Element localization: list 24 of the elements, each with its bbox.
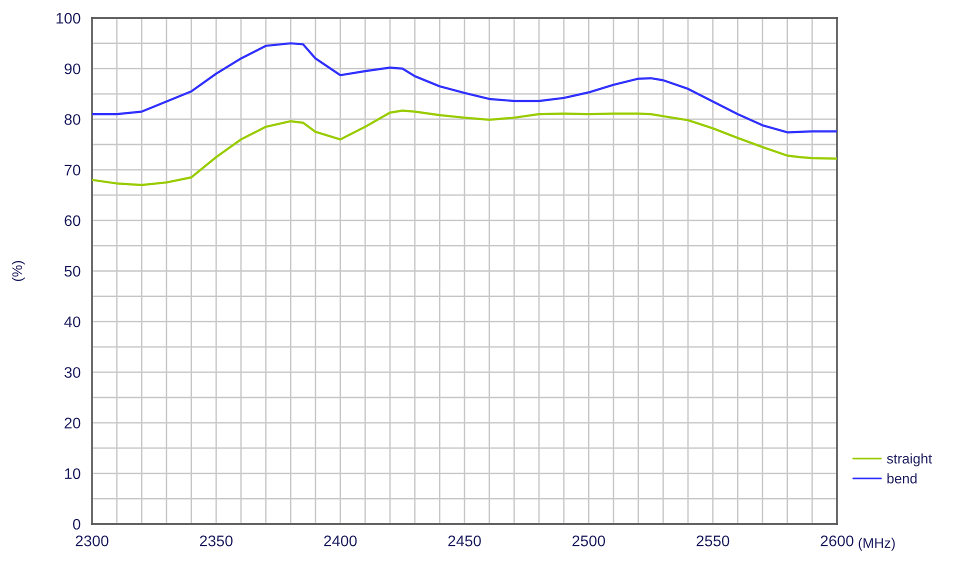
x-axis-title: (MHz) [858, 538, 895, 551]
y-tick-label: 60 [64, 215, 80, 226]
legend-label: bend [887, 473, 917, 484]
y-tick-label: 80 [64, 114, 80, 125]
y-tick-label: 10 [65, 468, 80, 480]
y-tick-label: 90 [64, 63, 80, 74]
line-series [92, 109, 837, 186]
x-tick-label: 2500 [572, 536, 606, 546]
x-tick-label: 2550 [696, 536, 730, 546]
y-tick-label: 20 [64, 418, 80, 428]
y-tick-label: 30 [64, 367, 80, 378]
x-tick-label: 2300 [76, 536, 108, 546]
line-series [92, 42, 837, 134]
legend-label: straight [886, 453, 932, 466]
y-tick-label: 0 [72, 518, 80, 530]
y-tick-label: 40 [64, 316, 80, 328]
x-tick-label: 2400 [324, 536, 357, 546]
y-tick-label: 100 [56, 12, 80, 24]
x-tick-label: 2350 [200, 536, 233, 546]
y-tick-label: 70 [64, 164, 80, 176]
y-tick-label: 50 [64, 266, 80, 277]
y-axis-title: (%) [12, 261, 25, 281]
x-tick-label: 2600 [820, 536, 854, 546]
x-tick-label: 2450 [448, 536, 481, 546]
